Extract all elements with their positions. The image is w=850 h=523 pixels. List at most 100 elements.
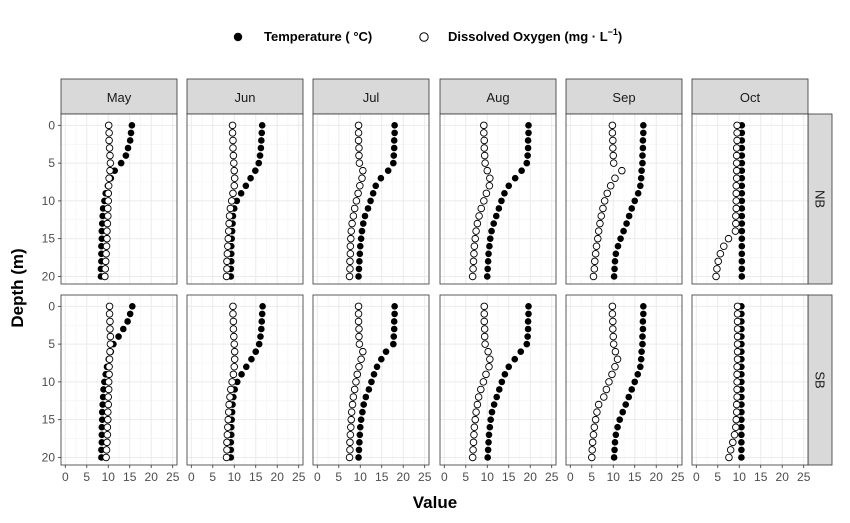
oxygen-point-nb-sep	[599, 204, 607, 213]
oxygen-point-sb-jul	[355, 363, 363, 371]
oxygen-point-nb-jul	[350, 204, 359, 213]
oxygen-point-nb-jul	[355, 144, 363, 152]
x-tick-label: 5	[209, 470, 216, 484]
temperature-point-sb-aug	[524, 333, 531, 340]
oxygen-point-sb-aug	[479, 378, 488, 386]
oxygen-point-sb-jul	[355, 332, 363, 341]
temperature-point-sb-sep	[639, 325, 647, 333]
oxygen-point-nb-oct	[732, 144, 741, 152]
panel-border-sb-jul	[312, 294, 430, 466]
temperature-point-sb-may	[99, 393, 107, 401]
oxygen-point-nb-oct	[732, 182, 741, 190]
temperature-point-nb-sep	[617, 235, 624, 242]
temperature-point-sb-jul	[360, 401, 367, 408]
legend-oxygen-label-end: )	[618, 29, 622, 44]
temperature-point-sb-may	[98, 446, 105, 454]
oxygen-point-sb-aug	[482, 370, 490, 379]
temperature-point-sb-oct	[738, 416, 745, 423]
temperature-point-sb-aug	[525, 310, 532, 318]
temperature-point-nb-aug	[524, 137, 532, 144]
oxygen-point-sb-jul	[352, 378, 360, 386]
oxygen-point-sb-jun	[229, 310, 237, 318]
temperature-point-nb-jun	[233, 197, 241, 205]
temperature-point-nb-aug	[484, 258, 492, 265]
oxygen-point-sb-aug	[480, 325, 489, 333]
oxygen-point-sb-aug	[471, 415, 479, 424]
y-tick-label: 5	[48, 156, 55, 170]
oxygen-point-sb-jun	[224, 408, 233, 416]
oxygen-point-nb-oct	[732, 166, 741, 175]
oxygen-point-sb-sep	[609, 340, 618, 348]
oxygen-point-nb-sep	[596, 219, 604, 228]
x-tick-label: 25	[418, 470, 432, 484]
oxygen-point-sb-aug	[480, 310, 489, 318]
oxygen-point-nb-sep	[589, 272, 598, 281]
oxygen-point-sb-jul	[357, 355, 365, 363]
oxygen-point-nb-sep	[611, 174, 619, 182]
temperature-point-nb-jul	[364, 205, 372, 212]
oxygen-point-sb-jun	[230, 347, 239, 356]
oxygen-point-nb-aug	[482, 189, 491, 198]
oxygen-point-sb-sep	[608, 370, 616, 379]
oxygen-point-sb-sep	[594, 400, 603, 409]
oxygen-point-nb-jul	[346, 242, 355, 250]
x-tick-label: 10	[228, 470, 242, 484]
temperature-point-nb-oct	[738, 174, 746, 182]
temperature-point-sb-aug	[495, 386, 503, 393]
temperature-point-nb-sep	[612, 250, 620, 258]
oxygen-point-nb-aug	[480, 144, 489, 152]
oxygen-point-nb-sep	[609, 144, 617, 152]
temperature-point-sb-aug	[501, 371, 509, 378]
oxygen-point-sb-aug	[480, 302, 489, 311]
temperature-point-sb-sep	[614, 423, 621, 431]
legend-oxygen-label: Dissolved Oxygen (mg · L−1)	[448, 27, 622, 44]
oxygen-point-nb-oct	[733, 121, 741, 130]
temperature-point-nb-jun	[258, 129, 266, 137]
temperature-point-sb-jun	[259, 303, 266, 310]
temperature-point-sb-may	[99, 401, 106, 408]
oxygen-point-sb-jul	[345, 453, 354, 462]
temperature-point-sb-jul	[382, 348, 390, 355]
oxygen-point-nb-oct	[732, 219, 740, 228]
oxygen-point-nb-jun	[225, 219, 233, 228]
oxygen-point-nb-jul	[349, 212, 358, 220]
oxygen-point-nb-jun	[222, 272, 231, 281]
oxygen-point-sb-may	[104, 415, 112, 424]
x-tick-label: 0	[441, 470, 448, 484]
panel-border-nb-oct	[691, 113, 809, 285]
temperature-point-nb-jul	[356, 250, 364, 258]
temperature-point-sb-sep	[638, 348, 645, 355]
temperature-point-nb-oct	[738, 250, 746, 258]
temperature-point-nb-jul	[367, 197, 374, 205]
y-tick-label: 0	[48, 118, 55, 132]
oxygen-point-nb-oct	[724, 234, 733, 243]
temperature-point-nb-jul	[358, 227, 366, 235]
temperature-point-sb-aug	[490, 401, 498, 408]
temperature-point-nb-jun	[258, 137, 265, 144]
oxygen-point-nb-sep	[609, 151, 618, 160]
oxygen-point-sb-may	[105, 363, 113, 371]
strip-col-label-aug: Aug	[486, 90, 509, 105]
temperature-point-nb-sep	[639, 144, 647, 152]
oxygen-point-nb-aug	[485, 182, 494, 190]
y-tick-label: 10	[42, 194, 56, 208]
oxygen-point-nb-may	[105, 136, 113, 145]
oxygen-point-nb-aug	[473, 219, 482, 228]
oxygen-point-sb-may	[105, 310, 114, 318]
oxygen-point-nb-jun	[229, 189, 237, 198]
oxygen-point-nb-aug	[480, 136, 489, 145]
temperature-point-sb-aug	[524, 325, 532, 333]
strip-col-label-may: May	[107, 90, 132, 105]
temperature-point-sb-jun	[257, 333, 264, 340]
temperature-point-nb-sep	[620, 227, 627, 235]
oxygen-point-sb-oct	[732, 408, 741, 416]
x-tick-label: 10	[481, 470, 495, 484]
oxygen-point-sb-jun	[224, 415, 232, 424]
temperature-point-sb-jul	[357, 416, 365, 423]
oxygen-point-sb-aug	[470, 423, 479, 431]
oxygen-point-sb-jul	[354, 310, 363, 318]
temperature-point-nb-aug	[485, 250, 492, 258]
temperature-point-sb-may	[124, 318, 131, 325]
x-tick-label: 25	[545, 470, 559, 484]
